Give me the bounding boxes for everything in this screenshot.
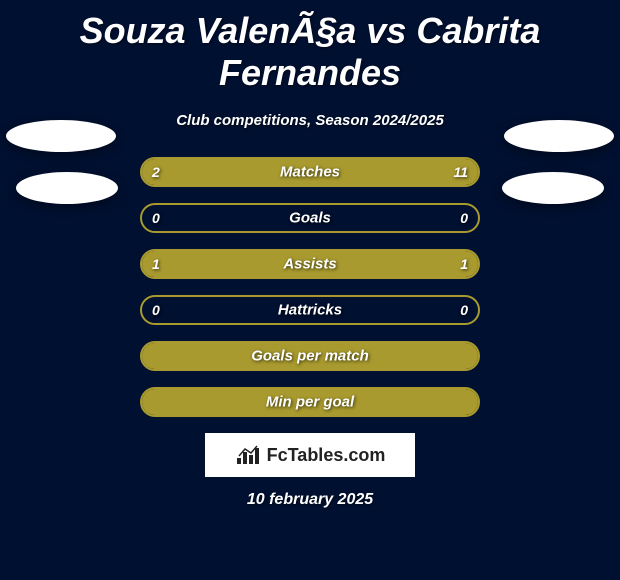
chart-icon bbox=[235, 444, 261, 466]
stat-value-left: 0 bbox=[152, 210, 160, 226]
comparison-title: Souza ValenÃ§a vs Cabrita Fernandes bbox=[0, 0, 620, 94]
stat-bar: 0 0 Hattricks bbox=[140, 295, 480, 325]
date-text: 10 february 2025 bbox=[0, 491, 620, 509]
stat-value-left: 0 bbox=[152, 302, 160, 318]
stat-value-right: 1 bbox=[460, 256, 468, 272]
player2-avatar-placeholder-2 bbox=[502, 172, 604, 204]
stat-value-left: 1 bbox=[152, 256, 160, 272]
stat-bar: Goals per match bbox=[140, 341, 480, 371]
stat-label: Goals bbox=[289, 210, 331, 227]
stat-value-right: 11 bbox=[453, 164, 468, 180]
player2-avatar-placeholder-1 bbox=[504, 120, 614, 152]
stat-value-right: 0 bbox=[460, 210, 468, 226]
brand-logo: FcTables.com bbox=[205, 433, 415, 477]
stat-label: Goals per match bbox=[251, 348, 369, 365]
bar-fill-left bbox=[142, 159, 192, 185]
brand-text: FcTables.com bbox=[267, 445, 386, 466]
stat-value-right: 0 bbox=[460, 302, 468, 318]
stat-label: Hattricks bbox=[278, 302, 342, 319]
stat-bar: Min per goal bbox=[140, 387, 480, 417]
stat-value-left: 2 bbox=[152, 164, 160, 180]
stat-label: Matches bbox=[280, 164, 340, 181]
stat-label: Assists bbox=[283, 256, 336, 273]
player1-avatar-placeholder-2 bbox=[16, 172, 118, 204]
stat-label: Min per goal bbox=[266, 394, 354, 411]
stat-bar: 2 11 Matches bbox=[140, 157, 480, 187]
player1-avatar-placeholder-1 bbox=[6, 120, 116, 152]
stat-bar: 0 0 Goals bbox=[140, 203, 480, 233]
stat-bar: 1 1 Assists bbox=[140, 249, 480, 279]
